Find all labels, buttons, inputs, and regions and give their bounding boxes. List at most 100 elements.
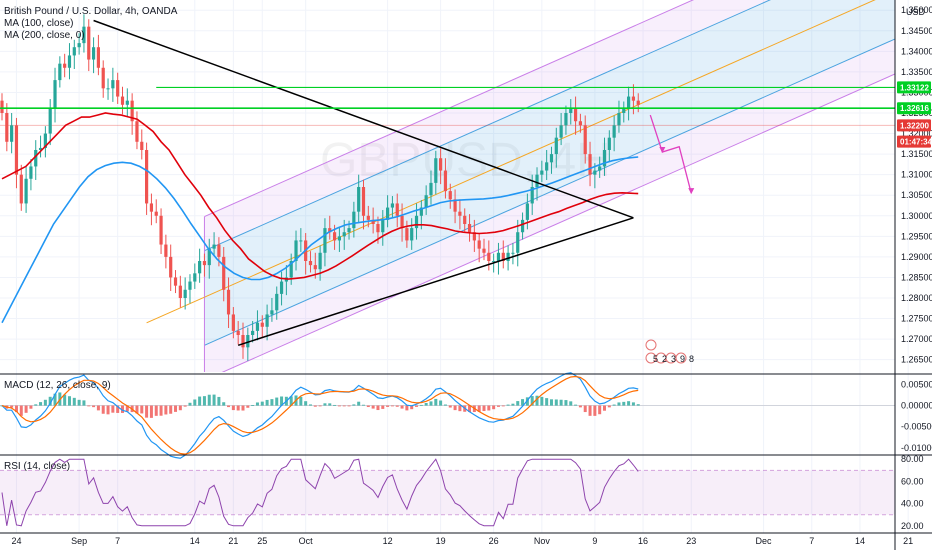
candle-body — [511, 252, 515, 254]
time-axis-label[interactable]: 7 — [809, 536, 814, 546]
candle-body — [159, 215, 163, 245]
macd-histogram-bar — [487, 405, 491, 411]
ma200-legend[interactable]: MA (200, close, 0) — [4, 30, 85, 41]
candle-body — [130, 100, 134, 122]
macd-histogram-bar — [116, 405, 120, 413]
price-axis-label[interactable]: 1.31500 — [901, 149, 932, 159]
macd-histogram-bar — [448, 405, 452, 408]
price-axis-label[interactable]: 1.29500 — [901, 231, 932, 241]
macd-legend[interactable]: MACD (12, 26, close, 9) — [4, 380, 111, 391]
time-axis-label[interactable]: Oct — [299, 536, 314, 546]
macd-histogram-bar — [395, 405, 399, 407]
price-pane[interactable]: GBPUSD, 4H — [0, 0, 918, 380]
macd-histogram-bar — [251, 405, 255, 406]
event-marker[interactable] — [645, 339, 657, 351]
event-count[interactable]: 2 — [662, 354, 667, 364]
event-count[interactable]: 3 — [671, 354, 676, 364]
macd-histogram-bar — [376, 405, 380, 411]
symbol-title[interactable]: British Pound / U.S. Dollar, 4h, OANDA — [4, 6, 178, 17]
time-axis-label[interactable]: 14 — [855, 536, 865, 546]
time-axis-label[interactable]: 16 — [638, 536, 648, 546]
macd-axis-label[interactable]: -0.00500 — [901, 422, 932, 432]
macd-histogram-bar — [19, 405, 23, 416]
time-axis-label[interactable]: Nov — [534, 536, 551, 546]
time-axis-label[interactable]: Dec — [756, 536, 773, 546]
currency-label[interactable]: USD — [906, 7, 926, 17]
candle-body — [332, 232, 337, 241]
macd-histogram-bar — [255, 402, 259, 406]
price-axis-label[interactable]: 1.34500 — [901, 26, 932, 36]
price-axis-label[interactable]: 1.33500 — [901, 67, 932, 77]
time-axis-label[interactable]: Sep — [71, 536, 87, 546]
candle-body — [545, 162, 549, 171]
time-axis-label[interactable]: 14 — [190, 536, 200, 546]
price-axis-label[interactable]: 1.29000 — [901, 252, 932, 262]
price-axis-label[interactable]: 1.26500 — [901, 355, 932, 365]
candle-body — [48, 108, 52, 134]
price-axis-label[interactable]: 1.28500 — [901, 272, 932, 282]
macd-pane[interactable] — [0, 372, 895, 459]
rsi-legend[interactable]: RSI (14, close) — [4, 461, 70, 472]
event-marker[interactable] — [675, 352, 687, 364]
macd-axis-label[interactable]: 0.00000 — [901, 401, 932, 411]
candle-body — [135, 121, 139, 142]
ma100-legend[interactable]: MA (100, close) — [4, 18, 73, 29]
macd-histogram-bar — [63, 394, 67, 406]
rsi-axis-label[interactable]: 80.00 — [901, 454, 924, 464]
price-axis-label[interactable]: 1.30000 — [901, 211, 932, 221]
rsi-axis-label[interactable]: 40.00 — [901, 499, 924, 509]
time-axis-label[interactable]: 9 — [592, 536, 597, 546]
event-count[interactable]: 8 — [689, 354, 694, 364]
channel-inner-lower-line — [204, 38, 895, 346]
time-axis-label[interactable]: 21 — [228, 536, 238, 546]
macd-histogram-bar — [260, 401, 264, 406]
candle-body — [390, 203, 395, 208]
time-axis-label[interactable]: 7 — [115, 536, 120, 546]
macd-histogram-bar — [362, 404, 365, 406]
time-axis-label[interactable]: 19 — [436, 536, 446, 546]
rsi-pane[interactable] — [0, 458, 895, 527]
macd-histogram-bar — [48, 396, 52, 406]
candle-body — [439, 158, 443, 171]
price-axis-label[interactable]: 1.27500 — [901, 314, 932, 324]
candle-body — [313, 265, 317, 270]
price-axis-label[interactable]: 1.32000 — [901, 129, 932, 139]
candle-body — [87, 26, 91, 60]
time-axis-label[interactable]: 21 — [903, 536, 913, 546]
rsi-axis-label[interactable]: 20.00 — [901, 521, 924, 531]
price-axis-label[interactable]: 1.31000 — [901, 170, 932, 180]
ma100-line — [1, 112, 639, 280]
event-count[interactable]: 5 — [653, 354, 658, 364]
macd-histogram-bar — [121, 405, 124, 413]
event-count[interactable]: 9 — [680, 354, 685, 364]
macd-histogram-bar — [496, 405, 500, 407]
price-axis-label[interactable]: 1.27000 — [901, 334, 932, 344]
macd-axis-label[interactable]: 0.00500 — [901, 379, 932, 389]
price-axis-label[interactable]: 1.30500 — [901, 190, 932, 200]
macd-histogram-bar — [357, 401, 361, 406]
channel-drawings — [0, 0, 895, 372]
candle-body — [101, 67, 105, 89]
macd-histogram-bar — [265, 399, 269, 406]
price-axis-label[interactable]: 1.28000 — [901, 293, 932, 303]
time-axis-label[interactable]: 23 — [686, 536, 696, 546]
time-axis-label[interactable]: 12 — [383, 536, 393, 546]
time-axis-label[interactable]: 24 — [11, 536, 21, 546]
macd-histogram-bar — [169, 405, 173, 414]
candle-body — [19, 174, 23, 204]
macd-histogram-bar — [174, 405, 178, 412]
price-axis-label[interactable]: 1.34000 — [901, 46, 932, 56]
candle-body — [178, 285, 182, 298]
time-axis-label[interactable]: 25 — [257, 536, 267, 546]
macd-histogram-bar — [246, 405, 250, 408]
candle-body — [294, 240, 298, 261]
time-axis-label[interactable]: 26 — [489, 536, 499, 546]
price-axis-label[interactable]: 1.35000 — [901, 5, 932, 15]
candle-body — [501, 252, 505, 261]
macd-histogram-bar — [569, 401, 573, 406]
rsi-axis-label[interactable]: 60.00 — [901, 476, 924, 486]
macd-axis-label[interactable]: -0.01000 — [901, 443, 932, 453]
